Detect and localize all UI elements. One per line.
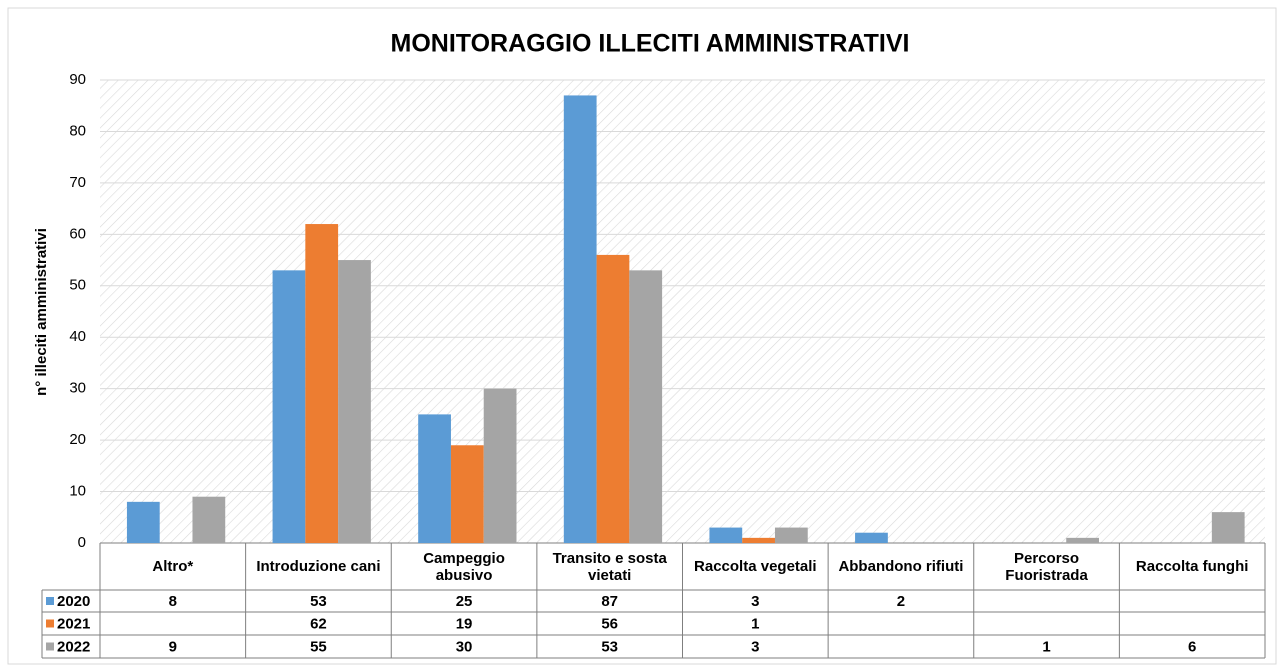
- x-tick-label-box: Abbandono rifiuti: [838, 558, 964, 575]
- chart-title: MONITORAGGIO ILLECITI AMMINISTRATIVI: [391, 30, 910, 58]
- x-tick-label: Introduzione cani: [256, 558, 381, 575]
- table-value: 87: [601, 593, 618, 610]
- bar: [126, 501, 160, 543]
- x-tick-label-box: Introduzione cani: [256, 558, 381, 575]
- x-tick-label-box: Percorso Fuoristrada: [1005, 549, 1088, 584]
- bar: [742, 537, 775, 543]
- legend-key: [46, 642, 54, 651]
- legend-label: 2021: [57, 615, 90, 632]
- table-value: 53: [601, 638, 618, 655]
- x-tick-label: Abbandono rifiuti: [838, 558, 964, 575]
- y-tick-label: 40: [69, 328, 86, 345]
- table-value: 8: [169, 593, 177, 610]
- x-tick-label: Raccolta funghi: [1135, 558, 1249, 575]
- table-value: 25: [456, 593, 473, 610]
- x-tick-label: Raccolta vegetali: [694, 558, 817, 575]
- bar: [192, 496, 226, 543]
- bar: [1211, 512, 1245, 543]
- y-tick-label: 80: [69, 122, 86, 139]
- bar: [629, 270, 663, 543]
- table-value: 3: [751, 638, 759, 655]
- bar: [855, 532, 888, 543]
- bar: [774, 527, 808, 543]
- table-value: 55: [310, 638, 327, 655]
- bar: [450, 445, 484, 543]
- x-tick-label-box: Transito e sosta vietati: [552, 549, 667, 584]
- table-value: 1: [751, 615, 759, 632]
- legend-label: 2020: [57, 593, 90, 610]
- x-tick-label: Campeggio abusivo: [423, 549, 505, 584]
- table-value: 30: [456, 638, 473, 655]
- y-tick-label: 30: [69, 380, 86, 397]
- bar: [1066, 537, 1099, 543]
- bar: [338, 260, 371, 543]
- y-tick-label: 60: [69, 225, 86, 242]
- bar: [709, 527, 743, 543]
- table-value: 62: [310, 615, 327, 632]
- table-value: 2: [897, 593, 905, 610]
- table-value: 56: [601, 615, 618, 632]
- table-value: 19: [456, 615, 473, 632]
- y-tick-label: 90: [69, 71, 86, 88]
- table-value: 1: [1042, 638, 1050, 655]
- table-value: 3: [751, 593, 759, 610]
- x-tick-label: Altro*: [152, 558, 194, 575]
- y-tick-label: 10: [69, 483, 86, 500]
- x-tick-label-box: Altro*: [152, 558, 194, 575]
- legend-key: [46, 597, 54, 605]
- legend-label: 2022: [57, 638, 90, 655]
- legend-key: [46, 619, 54, 628]
- bar: [272, 270, 306, 543]
- y-tick-label: 50: [69, 277, 86, 294]
- x-tick-label: Percorso Fuoristrada: [1005, 549, 1088, 584]
- x-tick-label-box: Campeggio abusivo: [423, 549, 505, 584]
- x-tick-label-box: Raccolta vegetali: [694, 558, 817, 575]
- bar: [596, 254, 630, 543]
- y-tick-label: 0: [78, 534, 86, 551]
- y-tick-label: 70: [69, 174, 86, 191]
- table-value: 6: [1188, 638, 1196, 655]
- x-tick-label-box: Raccolta funghi: [1135, 558, 1249, 575]
- bar: [483, 388, 517, 543]
- bar: [563, 95, 597, 543]
- y-axis-label: n° illeciti amministrativi: [33, 228, 50, 396]
- x-tick-label: Transito e sosta vietati: [552, 549, 667, 584]
- bar: [305, 224, 339, 544]
- y-tick-label: 20: [69, 431, 86, 448]
- table-value: 53: [310, 593, 327, 610]
- table-value: 9: [169, 638, 177, 655]
- bar: [418, 414, 451, 543]
